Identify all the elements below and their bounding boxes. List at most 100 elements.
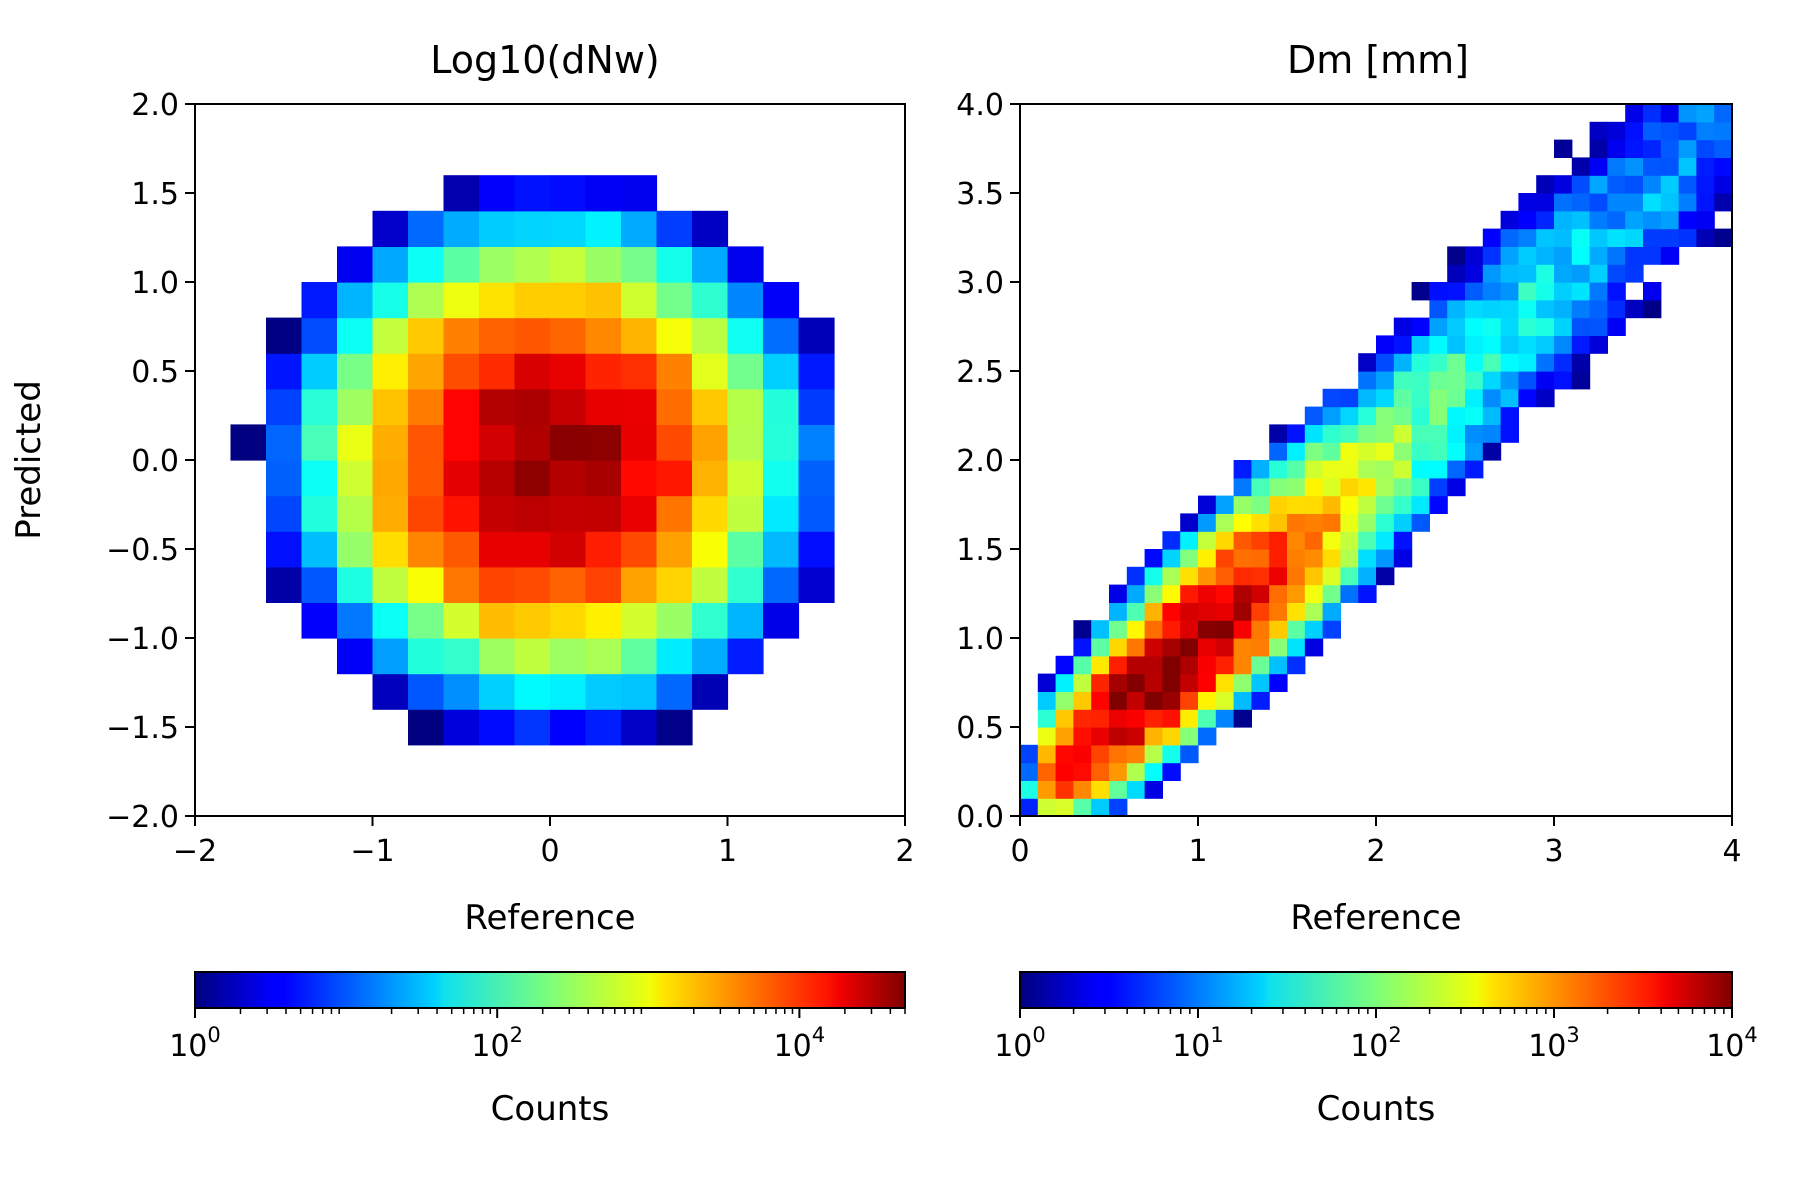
heatmap-cell xyxy=(514,638,551,675)
heatmap-cell xyxy=(1109,727,1128,746)
heatmap-cell xyxy=(585,495,622,532)
heatmap-cell xyxy=(1109,744,1128,764)
heatmap-cell xyxy=(1554,282,1573,301)
heatmap-cell xyxy=(1554,353,1573,372)
heatmap-cell xyxy=(1269,495,1288,514)
heatmap-cell xyxy=(1536,282,1555,301)
heatmap-cell xyxy=(1411,282,1430,301)
heatmap-cell xyxy=(1554,371,1573,390)
heatmap-cell xyxy=(585,210,622,247)
heatmap-cell xyxy=(301,460,338,497)
heatmap-cell xyxy=(1429,282,1448,301)
heatmap-cell xyxy=(1696,121,1715,141)
heatmap-cell xyxy=(1073,762,1092,781)
heatmap-cell xyxy=(372,317,409,354)
heatmap-cell xyxy=(727,353,764,390)
heatmap-cell xyxy=(1500,335,1519,354)
heatmap-cell xyxy=(1660,104,1680,123)
heatmap-cell xyxy=(621,210,658,247)
heatmap-cell xyxy=(1500,299,1519,319)
heatmap-cell xyxy=(1269,513,1288,532)
heatmap-cell xyxy=(1411,513,1430,532)
heatmap-cell xyxy=(1126,638,1146,657)
heatmap-cell xyxy=(1269,673,1288,692)
heatmap-cell xyxy=(1447,388,1466,408)
heatmap-cell xyxy=(1696,157,1715,176)
heatmap-cell xyxy=(1215,709,1235,728)
heatmap-cell xyxy=(1269,566,1288,586)
heatmap-cell xyxy=(763,460,800,497)
heatmap-cell xyxy=(443,566,480,603)
heatmap-cell xyxy=(798,424,835,461)
heatmap-cell xyxy=(1162,566,1181,586)
heatmap-cell xyxy=(1037,709,1057,728)
heatmap-cell xyxy=(1660,228,1680,247)
heatmap-cell xyxy=(1358,513,1377,532)
heatmap-cell xyxy=(1198,602,1217,621)
heatmap-cell xyxy=(656,495,693,532)
heatmap-cell xyxy=(1126,620,1146,639)
heatmap-cell xyxy=(1180,638,1199,657)
heatmap-cell xyxy=(514,388,551,425)
heatmap-cell xyxy=(1447,406,1466,425)
y-tick-label: 2.5 xyxy=(956,355,1004,390)
heatmap-cell xyxy=(1304,531,1324,550)
heatmap-cell xyxy=(1109,602,1128,621)
y-tick-label: 2.0 xyxy=(956,444,1004,479)
heatmap-cell xyxy=(301,602,338,639)
heatmap-cell xyxy=(1607,228,1626,247)
heatmap-cell xyxy=(1678,157,1697,176)
heatmap-cell xyxy=(1215,549,1235,568)
heatmap-cell xyxy=(1660,193,1680,212)
heatmap-cell xyxy=(621,317,658,354)
colorbar-label-dnw: Counts xyxy=(491,1089,610,1129)
heatmap-cell xyxy=(1269,424,1288,443)
heatmap-cell xyxy=(372,353,409,390)
heatmap-cell xyxy=(443,388,480,425)
heatmap-cell xyxy=(692,566,729,603)
heatmap-cell xyxy=(1233,584,1252,603)
heatmap-cell xyxy=(763,317,800,354)
heatmap-cell xyxy=(1447,442,1466,461)
heatmap-cell xyxy=(550,424,587,461)
heatmap-cell xyxy=(1465,299,1484,319)
x-tick-label: 1 xyxy=(718,834,737,869)
heatmap-cell xyxy=(1144,762,1163,781)
heatmap-cell xyxy=(692,424,729,461)
heatmap-cell xyxy=(337,246,374,283)
heatmap-cell xyxy=(1465,406,1484,425)
heatmap-cell xyxy=(1198,620,1217,639)
heatmap-cell xyxy=(443,673,480,710)
heatmap-cell xyxy=(1447,424,1466,443)
heatmap-cell xyxy=(1536,246,1555,265)
heatmap-cell xyxy=(1126,691,1146,710)
heatmap-cell xyxy=(1625,264,1644,283)
heatmap-cell xyxy=(1358,477,1377,497)
heatmap-cell xyxy=(408,566,445,603)
heatmap-cell xyxy=(1109,798,1128,817)
heatmap-cell xyxy=(408,673,445,710)
heatmap-cell xyxy=(1482,406,1502,425)
x-tick-label: −1 xyxy=(350,834,394,869)
heatmap-cell xyxy=(337,388,374,425)
heatmap-cell xyxy=(1073,744,1092,764)
heatmap-cell xyxy=(1198,673,1217,692)
heatmap-cell xyxy=(585,317,622,354)
heatmap-cell xyxy=(479,673,516,710)
heatmap-cell xyxy=(1251,673,1270,692)
heatmap-cell xyxy=(656,353,693,390)
x-axis-label-dnw: Reference xyxy=(464,898,635,938)
heatmap-cell xyxy=(1643,157,1662,176)
heatmap-cell xyxy=(1215,602,1235,621)
heatmap-cell xyxy=(1091,620,1110,639)
heatmap-cell xyxy=(621,353,658,390)
heatmap-cell xyxy=(763,282,800,319)
heatmap-cell xyxy=(692,531,729,568)
heatmap-cell xyxy=(1109,780,1128,799)
heatmap-cell xyxy=(1625,104,1644,123)
heatmap-cell xyxy=(1447,335,1466,354)
heatmap-cell xyxy=(1251,638,1270,657)
heatmap-cell xyxy=(1109,709,1128,728)
heatmap-cell xyxy=(1091,780,1110,799)
heatmap-cell xyxy=(727,388,764,425)
